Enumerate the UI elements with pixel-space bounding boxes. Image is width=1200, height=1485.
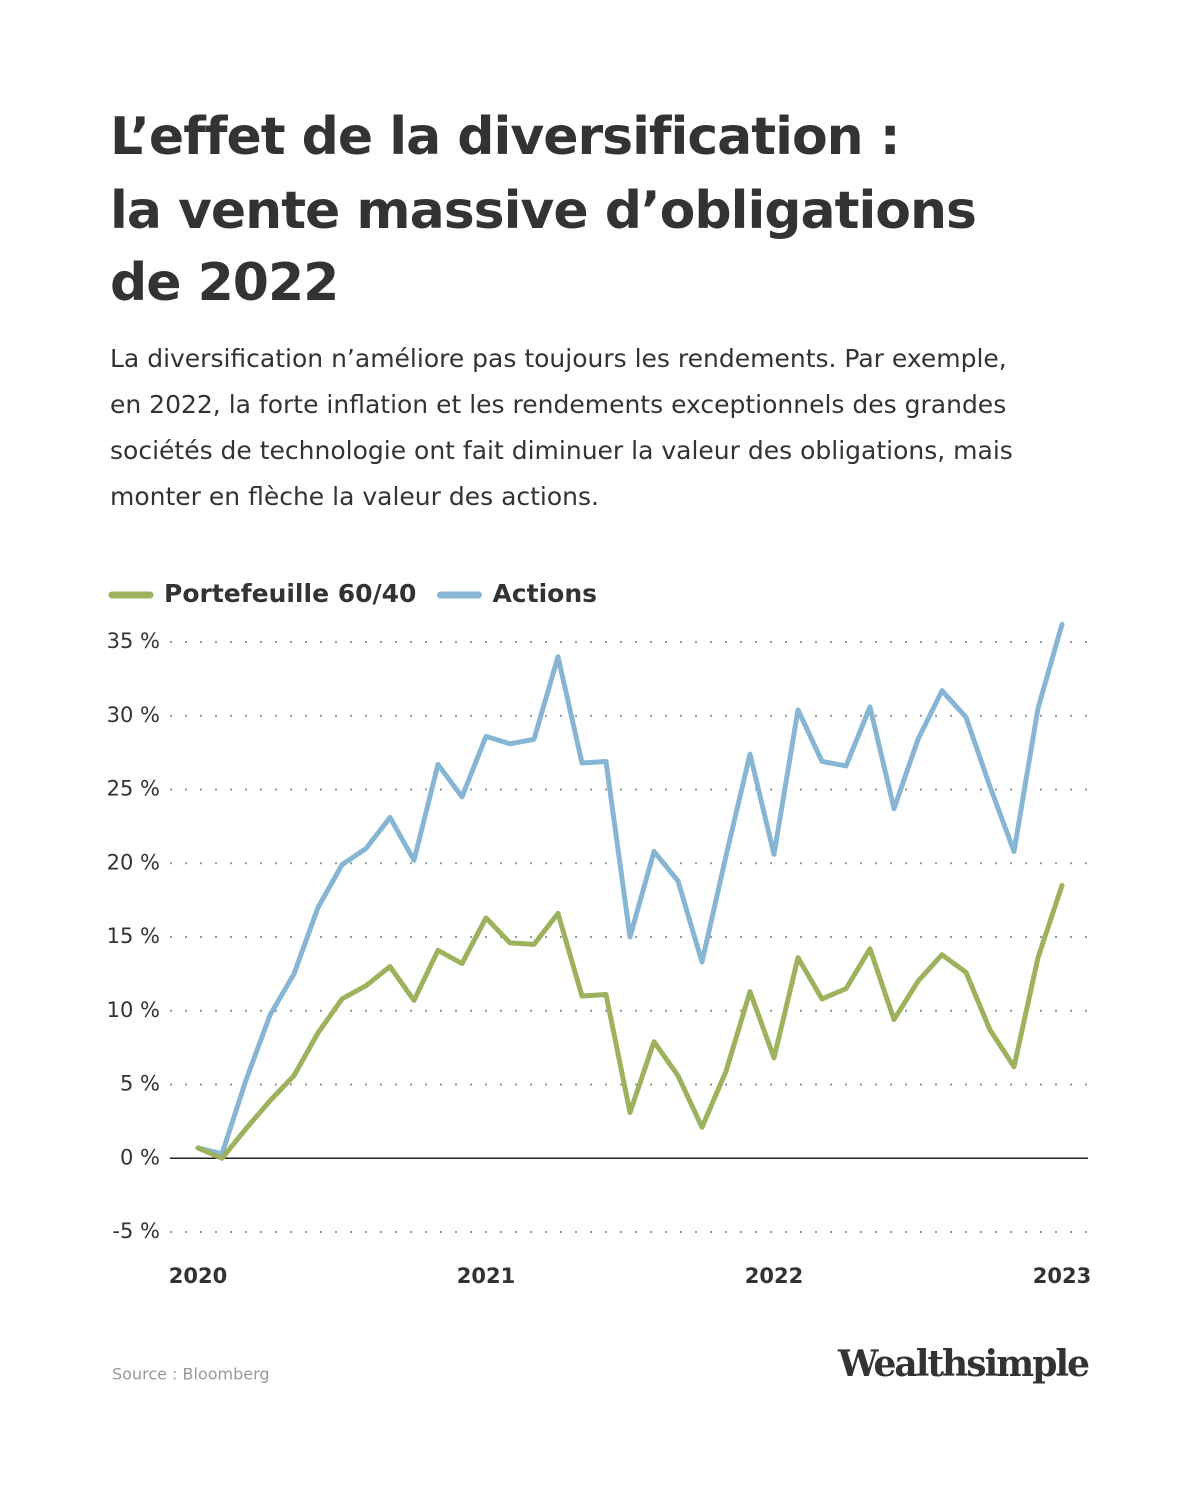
x-tick-label: 2023 bbox=[1033, 1264, 1091, 1288]
x-tick-label: 2022 bbox=[745, 1264, 803, 1288]
y-tick-label: 5 % bbox=[120, 1072, 160, 1096]
y-tick-label: 35 % bbox=[107, 629, 160, 653]
legend-label: Actions bbox=[492, 579, 597, 608]
series-line bbox=[195, 621, 1065, 1157]
chart-title: de 2022 bbox=[110, 253, 338, 313]
y-tick-label: 0 % bbox=[120, 1145, 160, 1169]
y-tick-label: 10 % bbox=[107, 998, 160, 1022]
chart-title: L’effet de la diversification : bbox=[110, 107, 900, 167]
subtitle: en 2022, la forte inflation et les rende… bbox=[110, 390, 1006, 419]
source: Source : Bloomberg bbox=[112, 1365, 270, 1384]
y-tick-label: 15 % bbox=[107, 924, 160, 948]
x-tick-label: 2020 bbox=[169, 1264, 227, 1288]
y-tick-label: -5 % bbox=[112, 1219, 160, 1243]
subtitle: monter en flèche la valeur des actions. bbox=[110, 482, 599, 511]
chart-title: la vente massive d’obligations bbox=[110, 181, 976, 241]
legend-label: Portefeuille 60/40 bbox=[164, 579, 416, 608]
subtitle: sociétés de technologie ont fait diminue… bbox=[110, 436, 1013, 465]
y-tick-label: 25 % bbox=[107, 777, 160, 801]
subtitle: La diversification n’améliore pas toujou… bbox=[110, 344, 1007, 373]
brand-logo: Wealthsimple bbox=[837, 1343, 1089, 1385]
y-tick-label: 30 % bbox=[107, 703, 160, 727]
y-tick-label: 20 % bbox=[107, 850, 160, 874]
series-line bbox=[195, 882, 1065, 1161]
x-tick-label: 2021 bbox=[457, 1264, 515, 1288]
